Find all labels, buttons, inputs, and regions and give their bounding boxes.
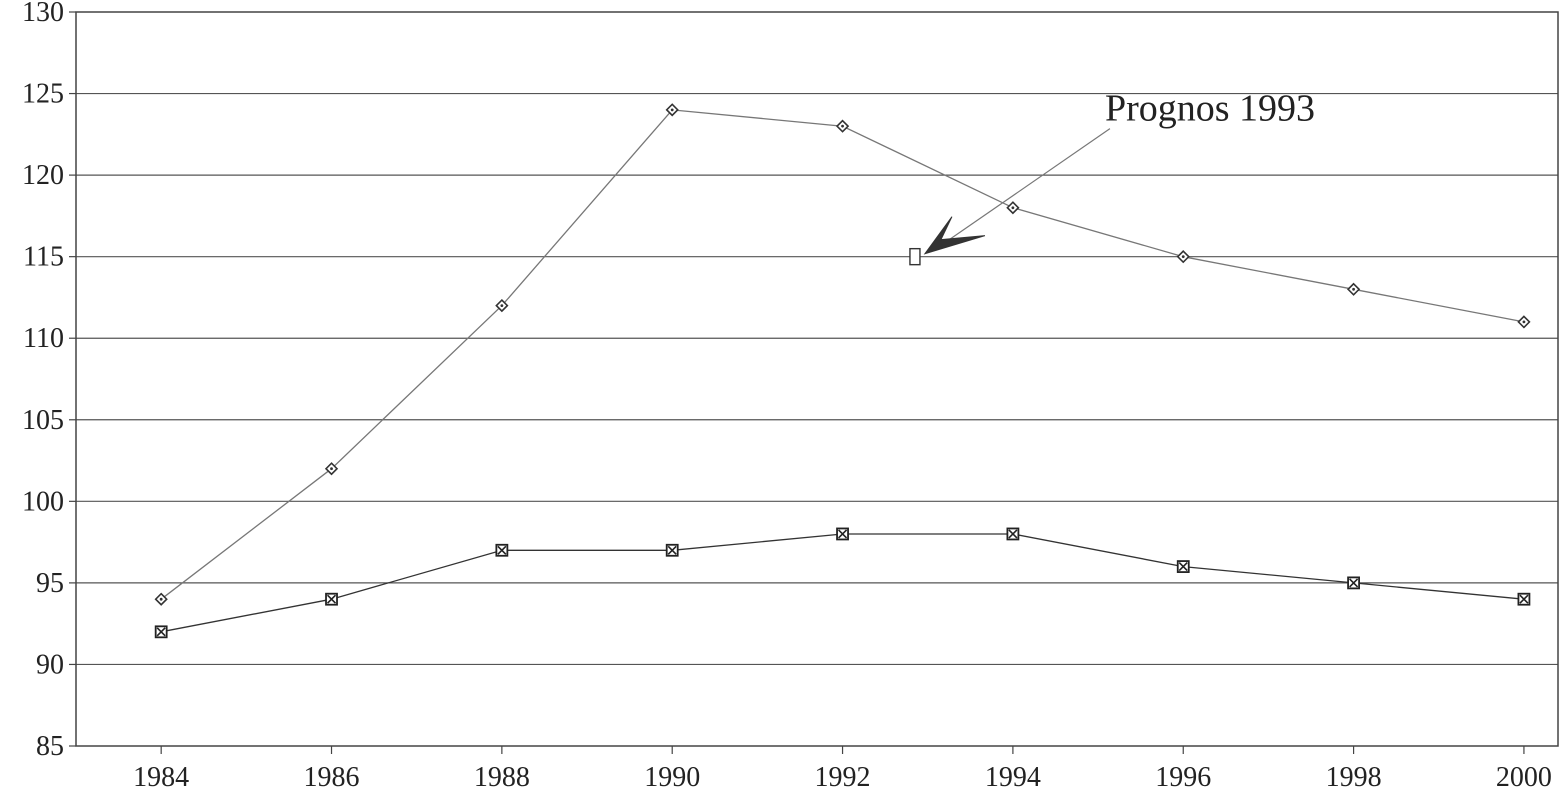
series-1-point-dot [159, 597, 163, 601]
y-tick-label: 125 [22, 79, 64, 110]
annotation-arrow-head [923, 216, 986, 255]
series-1-point-dot [500, 304, 504, 307]
series-2-point-cross [156, 627, 166, 637]
series-1-point-dot [1352, 287, 1355, 291]
series-1-point-dot [1181, 255, 1185, 259]
x-tick-label: 2000 [1496, 762, 1552, 792]
series-2-point-cross [326, 594, 337, 604]
series-group [154, 103, 1531, 639]
annotation-point [909, 247, 921, 266]
y-tick-label: 120 [22, 160, 64, 191]
annotation-group: Prognos 1993 [909, 88, 1315, 266]
y-tick-label: 95 [36, 568, 64, 599]
x-tick-label: 1994 [985, 762, 1041, 792]
y-tick-label: 105 [22, 405, 64, 436]
series-1-point-dot [670, 108, 674, 112]
series-1-point-dot [330, 467, 333, 471]
x-tick-label: 1996 [1155, 762, 1211, 792]
x-tick-label: 1986 [304, 762, 360, 792]
annotation-leader-line [944, 128, 1111, 244]
y-tick-label: 85 [36, 731, 64, 762]
series-2-point-cross [1178, 562, 1188, 572]
x-tick-label: 1992 [815, 762, 871, 792]
series-1-point-dot [1522, 320, 1526, 324]
series-1-point-dot [841, 124, 844, 128]
series-1-line [160, 109, 1525, 600]
series-1-point-dot [1011, 206, 1015, 210]
x-tick-label: 1988 [474, 762, 530, 792]
series-2-point-cross [1008, 529, 1018, 539]
series-2-point-cross [1349, 578, 1359, 588]
annotation-label: Prognos 1993 [1105, 88, 1315, 130]
series-2-point-cross [1519, 594, 1529, 604]
series-2-point-cross [497, 545, 507, 555]
y-tick-label: 115 [23, 242, 64, 273]
x-tick-label: 1998 [1326, 762, 1382, 792]
y-tick-label: 100 [22, 486, 64, 517]
x-axis: 1984 1986 1988 1990 1992 1994 1996 1998 2000 [133, 746, 1552, 792]
y-tick-label: 90 [36, 649, 64, 680]
plot-frame [75, 11, 1559, 747]
series-2-point-cross [837, 529, 848, 539]
x-tick-label: 1984 [133, 762, 189, 792]
series-2-point-cross [667, 545, 677, 555]
y-tick-label: 110 [23, 323, 64, 354]
grid-lines [76, 92, 1558, 666]
x-tick-label: 1990 [644, 762, 700, 792]
y-axis: 85 90 95 100 105 110 115 120 125 130 [22, 0, 76, 762]
y-tick-label: 130 [22, 0, 64, 28]
